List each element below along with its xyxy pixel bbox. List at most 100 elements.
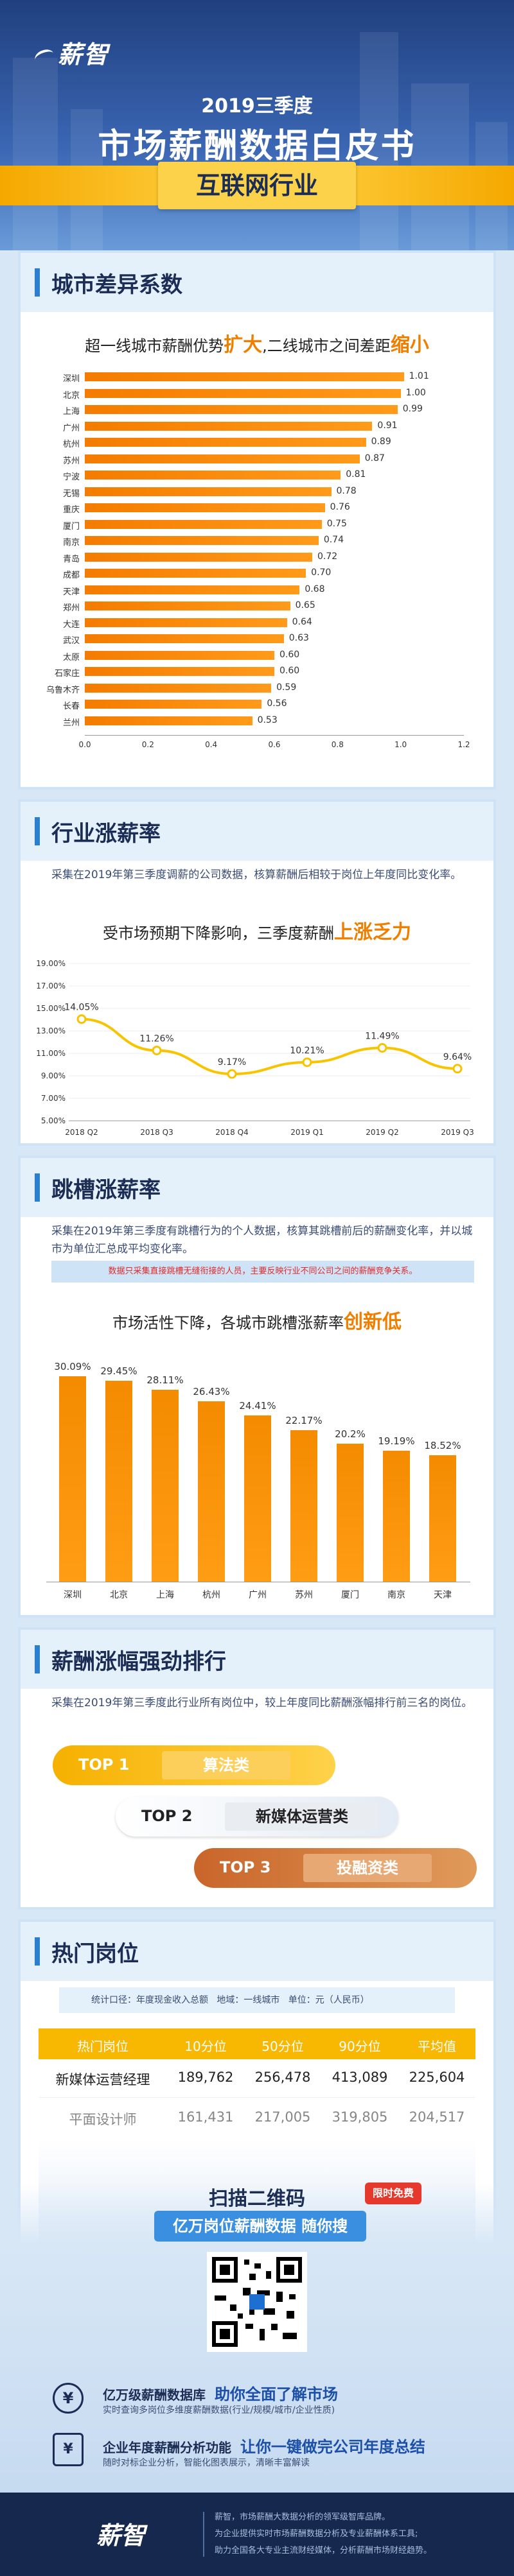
bar-value: 1.00 — [405, 387, 426, 398]
bar-label: 大连 — [62, 619, 80, 630]
header-banner: 薪智 2019三季度 市场薪酬数据白皮书 互联网行业 — [0, 0, 514, 250]
y-tick-label: 5.00% — [41, 1116, 66, 1125]
bar-label: 广州 — [249, 1590, 267, 1600]
bar — [85, 683, 272, 693]
bar-value: 0.53 — [257, 714, 278, 725]
x-tick-label: 2019 Q1 — [290, 1128, 323, 1137]
bar — [85, 569, 306, 578]
ranking-item-3: TOP 3 投融资类 — [194, 1848, 477, 1888]
y-tick-label: 7.00% — [41, 1094, 66, 1103]
cta-section: 扫描二维码 限时免费 亿万岗位薪酬数据 随你搜 ¥ 亿万级薪酬数据库 助你全面了… — [0, 2183, 514, 2493]
x-tick-label: 1.0 — [394, 740, 407, 749]
bar-label: 武汉 — [62, 636, 80, 646]
bar — [85, 487, 332, 496]
table-row: 平面设计师 161,431 217,005 319,805 204,517 — [69, 2109, 465, 2127]
bar-value: 0.81 — [346, 469, 366, 480]
industry-section: 行业涨薪率 采集在2019年第三季度调薪的公司数据，核算薪酬后相较于岗位上年度同… — [18, 799, 496, 1146]
bar-label: 深圳 — [62, 374, 80, 384]
bar — [85, 601, 290, 610]
bar-value: 0.70 — [311, 567, 332, 578]
x-tick-label: 2019 Q3 — [441, 1128, 474, 1137]
bar-value: 0.59 — [276, 682, 297, 693]
y-tick-label: 11.00% — [36, 1049, 66, 1058]
bar — [85, 388, 401, 398]
bar — [429, 1455, 456, 1582]
chart-subtitle: 超一线城市薪酬优势扩大,二线城市之间差距缩小 — [85, 334, 429, 356]
section-title: 热门岗位 — [51, 1941, 139, 1967]
bar — [85, 536, 319, 545]
section-title: 薪酬涨幅强劲排行 — [51, 1649, 226, 1675]
bar — [85, 421, 373, 431]
x-tick-label: 2018 Q2 — [65, 1128, 98, 1137]
bar-label: 苏州 — [295, 1590, 313, 1600]
report-icon: ¥ — [53, 2433, 84, 2466]
bar — [85, 405, 398, 414]
bar — [85, 618, 287, 627]
bar — [198, 1401, 225, 1582]
bar-label: 上海 — [62, 407, 80, 417]
database-icon: ¥ — [53, 2383, 84, 2414]
feature-2-desc: 随时对标企业分析，智能化图表展示，清晰丰富解读 — [103, 2458, 310, 2468]
x-tick-label: 1.2 — [457, 740, 470, 749]
bar — [244, 1415, 271, 1582]
bar-value: 0.63 — [288, 633, 309, 643]
footer: 薪智 薪智，市场薪酬大数据分析的领军级智库品牌。 为企业提供实时市场薪酬数据分析… — [0, 2493, 514, 2576]
bar-label: 长春 — [62, 702, 80, 711]
bar-label: 天津 — [62, 587, 80, 597]
city-coefficient-chart: 深圳 1.01 北京 1.00 上海 0.99 广州 0.91 杭州 0.89 苏州 0.87 宁波 0.… — [21, 368, 499, 779]
series-line — [81, 1017, 458, 1076]
bar-value: 0.68 — [305, 583, 325, 594]
bar-value: 30.09% — [54, 1361, 91, 1373]
bar-label: 青岛 — [62, 554, 80, 564]
bar — [85, 471, 341, 480]
bar-value: 0.60 — [279, 649, 300, 660]
bar — [85, 454, 360, 463]
data-label: 9.64% — [443, 1052, 472, 1062]
bar-value: 0.60 — [279, 666, 300, 676]
section-title: 城市差异系数 — [51, 272, 182, 298]
bar-value: 0.74 — [323, 535, 344, 545]
bar-label: 厦门 — [62, 521, 80, 532]
bar — [85, 438, 366, 447]
section-title: 行业涨薪率 — [51, 821, 161, 847]
logo-mark-icon — [33, 46, 56, 66]
bar — [85, 716, 253, 725]
bar — [105, 1381, 132, 1582]
table-meta: 统计口径：年度现金收入总额 地域：一线城市 单位：元（人民币） — [59, 1987, 455, 2013]
bar — [85, 552, 312, 562]
data-label: 11.49% — [365, 1031, 399, 1041]
bar-label: 杭州 — [202, 1590, 220, 1600]
chart-subtitle: 市场活性下降，各城市跳槽涨薪率创新低 — [112, 1311, 402, 1333]
bar — [85, 519, 322, 529]
qr-code[interactable] — [207, 2252, 307, 2352]
report-title: 市场薪酬数据白皮书 — [98, 127, 416, 166]
bar-label: 北京 — [110, 1590, 128, 1600]
bar-label: 石家庄 — [54, 669, 80, 679]
bar — [383, 1451, 410, 1582]
section-desc: 采集在2019年第三季度有跳槽行为的个人数据，核算其跳槽前后的薪酬变化率，并以城… — [51, 1225, 473, 1256]
y-tick-label: 15.00% — [36, 1004, 66, 1013]
bar — [290, 1430, 317, 1582]
x-tick-label: 2018 Q4 — [215, 1128, 248, 1137]
bar-label: 无锡 — [62, 488, 80, 499]
data-point — [302, 1057, 312, 1068]
bar-label: 成都 — [62, 571, 80, 580]
bar-value: 22.17% — [285, 1415, 323, 1427]
bar-label: 上海 — [156, 1590, 174, 1600]
bar-label: 兰州 — [62, 718, 80, 728]
bar-label: 广州 — [62, 423, 80, 433]
bar-value: 0.89 — [371, 437, 391, 447]
bar-value: 0.56 — [267, 698, 287, 709]
bar — [85, 503, 325, 512]
bar-value: 0.65 — [295, 600, 315, 610]
feature-2-title: 企业年度薪酬分析功能 让你一键做完公司年度总结 — [103, 2438, 425, 2456]
jump-section: 跳槽涨薪率 采集在2019年第三季度有跳槽行为的个人数据，核算其跳槽前后的薪酬变… — [18, 1155, 496, 1618]
data-point — [227, 1069, 237, 1079]
bar-value: 0.78 — [336, 485, 357, 496]
x-axis — [85, 735, 464, 736]
bar-value: 19.19% — [378, 1435, 415, 1448]
data-label: 10.21% — [290, 1046, 324, 1056]
data-point — [377, 1042, 387, 1053]
bar-label: 太原 — [62, 652, 80, 662]
report-year: 2019三季度 — [201, 95, 313, 117]
